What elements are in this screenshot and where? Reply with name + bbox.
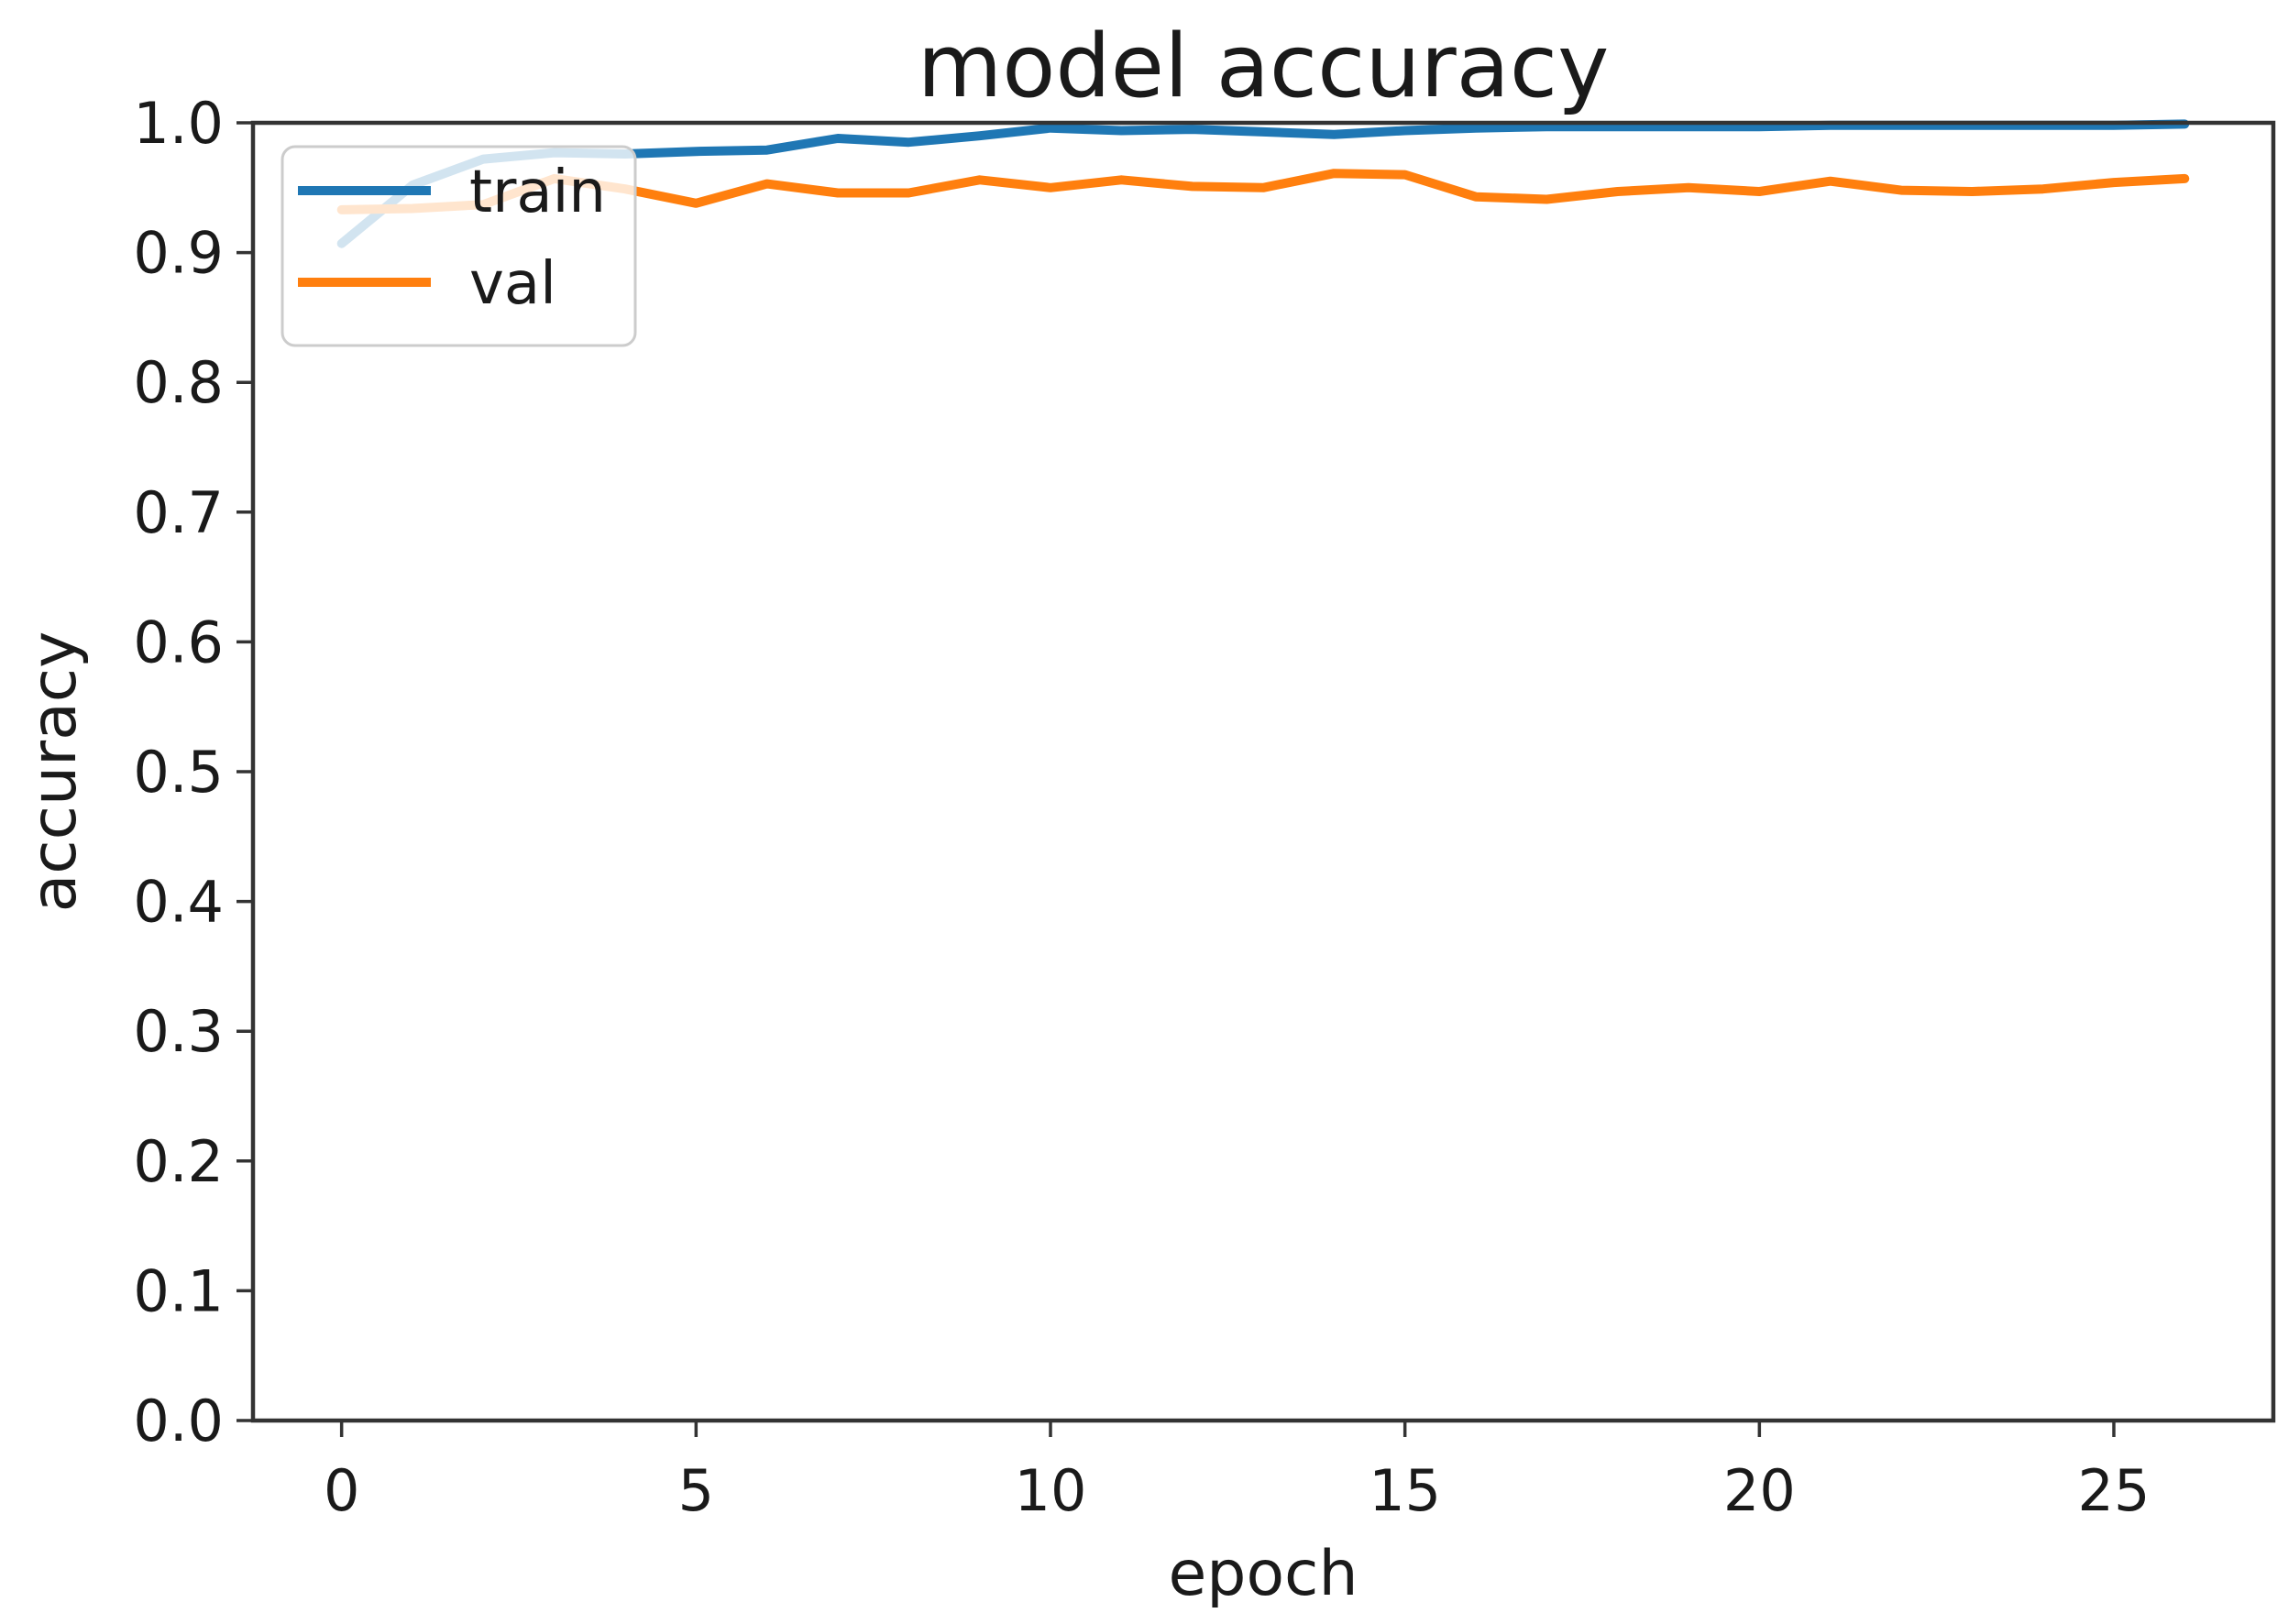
y-tick-label: 0.4 (133, 869, 224, 936)
y-tick-label: 0.9 (133, 220, 224, 287)
x-tick-label: 20 (1723, 1457, 1796, 1524)
x-axis-ticks: 0 5 10 15 20 25 (324, 1421, 2150, 1524)
y-tick-label: 0.2 (133, 1128, 224, 1195)
x-tick-label: 10 (1015, 1457, 1087, 1524)
y-tick-label: 0.6 (133, 609, 224, 675)
plot-series (336, 119, 2190, 248)
y-tick-label: 1.0 (133, 90, 224, 157)
y-tick-label: 0.3 (133, 998, 224, 1065)
legend-val-label: val (469, 250, 556, 318)
train-line (336, 119, 2190, 248)
val-line (336, 169, 2190, 214)
legend-train-label: train (469, 159, 606, 226)
y-axis-ticks: 0.0 0.1 0.2 0.3 0.4 0.5 0.6 0.7 0.8 0.9 1.0 (133, 90, 253, 1454)
y-tick-label: 0.5 (133, 739, 224, 806)
x-axis-label: epoch (1168, 1538, 1358, 1610)
y-tick-label: 0.1 (133, 1257, 224, 1324)
x-tick-label: 0 (324, 1457, 359, 1524)
x-tick-label: 5 (678, 1457, 714, 1524)
x-tick-label: 25 (2078, 1457, 2150, 1524)
y-tick-label: 0.7 (133, 479, 224, 546)
y-tick-label: 0.8 (133, 349, 224, 416)
legend-box (280, 145, 637, 347)
legend: train val (280, 145, 637, 347)
y-tick-label: 0.0 (133, 1388, 224, 1454)
y-axis-label: accuracy (18, 631, 91, 913)
x-tick-label: 15 (1369, 1457, 1441, 1524)
chart-title: model accuracy (918, 16, 1610, 117)
